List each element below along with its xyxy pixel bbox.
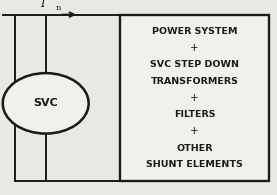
Text: +: + (190, 93, 199, 103)
Text: OTHER: OTHER (176, 144, 213, 152)
Text: I: I (40, 0, 45, 10)
Text: n: n (55, 4, 61, 12)
Text: +: + (190, 126, 199, 136)
Text: SHUNT ELEMENTS: SHUNT ELEMENTS (146, 160, 243, 169)
Bar (120, 15, 269, 181)
Text: SVC: SVC (33, 98, 58, 108)
Text: TRANSFORMERS: TRANSFORMERS (151, 77, 238, 86)
Text: FILTERS: FILTERS (174, 110, 215, 119)
Text: +: + (190, 43, 199, 53)
Text: SVC STEP DOWN: SVC STEP DOWN (150, 60, 239, 69)
Text: POWER SYSTEM: POWER SYSTEM (152, 27, 237, 36)
Circle shape (3, 73, 89, 134)
